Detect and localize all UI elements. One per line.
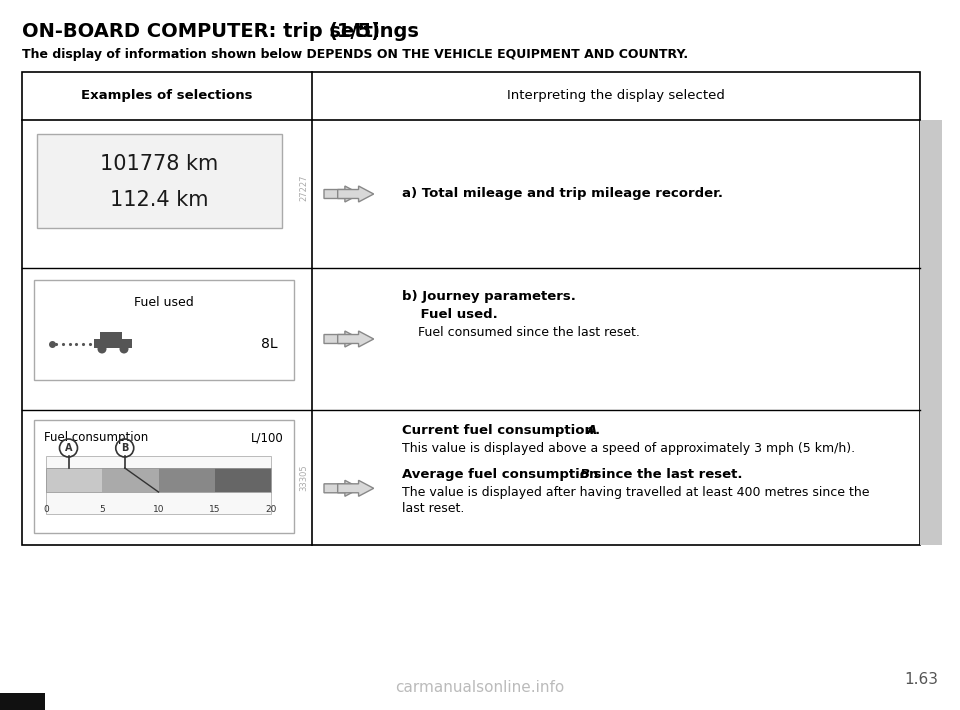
Bar xyxy=(100,332,122,341)
Text: 20: 20 xyxy=(265,505,276,513)
Text: Fuel used.: Fuel used. xyxy=(402,308,497,321)
Polygon shape xyxy=(324,186,360,202)
Bar xyxy=(46,456,271,514)
Text: ON-BOARD COMPUTER: trip settings: ON-BOARD COMPUTER: trip settings xyxy=(22,22,425,41)
Text: b) Journey parameters.: b) Journey parameters. xyxy=(402,290,576,303)
Bar xyxy=(215,468,271,492)
Text: Current fuel consumption: Current fuel consumption xyxy=(402,424,598,437)
Text: 33305: 33305 xyxy=(300,464,308,491)
Text: The display of information shown below DEPENDS ON THE VEHICLE EQUIPMENT AND COUN: The display of information shown below D… xyxy=(22,48,688,61)
Text: 8L: 8L xyxy=(261,337,278,351)
Bar xyxy=(94,339,132,348)
Text: B: B xyxy=(121,443,129,453)
Polygon shape xyxy=(324,480,360,496)
Bar xyxy=(920,120,942,545)
Text: since the last reset.: since the last reset. xyxy=(589,468,742,481)
Text: A: A xyxy=(587,424,597,437)
Bar xyxy=(34,420,294,533)
Bar xyxy=(46,468,103,492)
Text: B: B xyxy=(580,468,590,481)
Text: A: A xyxy=(64,443,72,453)
Text: 1.63: 1.63 xyxy=(904,672,938,687)
Text: 5: 5 xyxy=(100,505,106,513)
Text: Fuel consumption: Fuel consumption xyxy=(44,432,148,444)
Bar xyxy=(103,468,158,492)
Text: Fuel consumed since the last reset.: Fuel consumed since the last reset. xyxy=(402,326,640,339)
Polygon shape xyxy=(338,331,373,347)
Bar xyxy=(158,468,215,492)
Bar xyxy=(37,134,282,228)
Text: a) Total mileage and trip mileage recorder.: a) Total mileage and trip mileage record… xyxy=(402,187,723,200)
Text: 15: 15 xyxy=(209,505,221,513)
Text: Average fuel consumption: Average fuel consumption xyxy=(402,468,603,481)
Bar xyxy=(34,280,294,380)
Text: 112.4 km: 112.4 km xyxy=(110,190,208,210)
Circle shape xyxy=(119,344,129,354)
Text: carmanualsonline.info: carmanualsonline.info xyxy=(396,680,564,695)
Text: (1/5): (1/5) xyxy=(328,22,380,41)
Text: Fuel used: Fuel used xyxy=(134,295,194,309)
Text: last reset.: last reset. xyxy=(402,502,465,515)
Bar xyxy=(46,468,271,492)
Bar xyxy=(22,72,920,545)
Text: The value is displayed after having travelled at least 400 metres since the: The value is displayed after having trav… xyxy=(402,486,870,499)
Polygon shape xyxy=(324,331,360,347)
Polygon shape xyxy=(338,186,373,202)
Bar xyxy=(0,693,45,710)
Text: This value is displayed above a speed of approximately 3 mph (5 km/h).: This value is displayed above a speed of… xyxy=(402,442,855,455)
Text: .: . xyxy=(595,424,600,437)
Text: 10: 10 xyxy=(153,505,164,513)
Text: Interpreting the display selected: Interpreting the display selected xyxy=(507,89,725,102)
Circle shape xyxy=(98,344,107,354)
Text: 101778 km: 101778 km xyxy=(101,154,219,174)
Text: 27227: 27227 xyxy=(300,175,308,201)
Polygon shape xyxy=(338,480,373,496)
Text: L/100: L/100 xyxy=(252,432,284,444)
Text: Examples of selections: Examples of selections xyxy=(82,89,252,102)
Text: 0: 0 xyxy=(43,505,49,513)
